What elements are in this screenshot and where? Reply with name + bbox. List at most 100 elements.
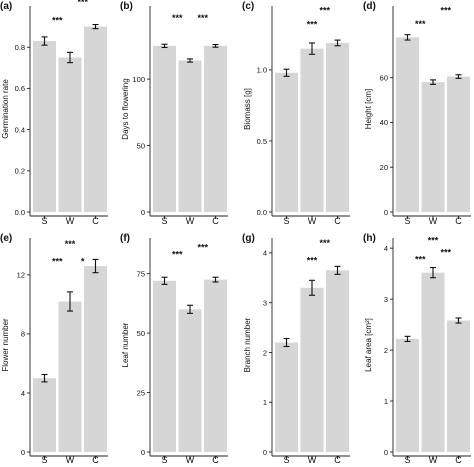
x-tick-label: S xyxy=(41,455,47,465)
y-tick-label: 1.0 xyxy=(257,66,267,75)
y-tick-label: 12 xyxy=(17,271,25,280)
x-tick-label: W xyxy=(429,216,438,226)
bar-C xyxy=(326,42,349,213)
bar-S xyxy=(33,41,56,212)
bar-C xyxy=(447,320,470,452)
y-tick-label: 50 xyxy=(137,141,145,150)
y-tick-label: 1 xyxy=(384,397,388,406)
significance-marker: *** xyxy=(319,238,330,248)
x-tick-label: W xyxy=(186,455,195,465)
significance-marker: *** xyxy=(415,19,426,29)
significance-marker: *** xyxy=(197,13,208,23)
significance-marker: *** xyxy=(319,5,330,15)
panel-label: (f) xyxy=(120,233,130,244)
panel-label: (d) xyxy=(363,1,376,12)
bar-C xyxy=(447,76,470,212)
x-tick-label: C xyxy=(92,455,99,465)
x-tick-label: W xyxy=(429,455,438,465)
bar-W xyxy=(58,301,82,452)
x-tick-label: S xyxy=(404,216,410,226)
bar-C xyxy=(84,266,107,452)
y-tick-label: 0 xyxy=(263,448,267,457)
bar-C xyxy=(204,45,227,212)
bar-C xyxy=(326,270,349,452)
bar-W xyxy=(300,287,324,452)
x-tick-label: C xyxy=(334,455,341,465)
x-tick-label: C xyxy=(212,455,219,465)
significance-marker: *** xyxy=(172,250,183,260)
bar-S xyxy=(275,342,298,452)
panel-label: (g) xyxy=(242,233,255,244)
x-tick-label: S xyxy=(161,455,167,465)
y-axis-label: Height [cm] xyxy=(364,89,373,129)
panel-c: (c) 0.0 0.5 1.0 S W C Biomass [g] ****** xyxy=(242,1,350,226)
bar-C xyxy=(204,279,227,452)
panel-g: (g) 0 1 2 3 4 S W C Branch number ****** xyxy=(242,233,350,465)
y-tick-label: 0 xyxy=(384,448,388,457)
y-tick-label: 0 xyxy=(141,448,145,457)
x-tick-label: W xyxy=(66,216,75,226)
y-tick-label: 1 xyxy=(263,398,267,407)
y-tick-label: 20 xyxy=(380,163,388,172)
significance-marker: *** xyxy=(440,5,451,15)
y-tick-label: 100 xyxy=(132,75,145,84)
x-tick-label: C xyxy=(212,216,219,226)
x-tick-label: C xyxy=(334,216,341,226)
significance-marker: *** xyxy=(172,13,183,23)
panel-d: (d) 0 20 40 60 S W C Height [cm] *** *** xyxy=(363,1,471,226)
bar-W xyxy=(421,82,445,212)
bar-W xyxy=(178,309,202,452)
x-tick-label: S xyxy=(404,455,410,465)
y-tick-label: 0.0 xyxy=(15,208,25,217)
y-axis-label: Branch number xyxy=(243,317,252,372)
bar-W xyxy=(178,60,202,212)
panel-b: (b) 0 50 100 S W C Days to flowering *** *** xyxy=(120,1,228,226)
y-axis-label: Leaf number xyxy=(121,322,130,367)
y-tick-label: 0.4 xyxy=(15,125,25,134)
significance-marker: * xyxy=(81,257,85,267)
y-tick-label: 25 xyxy=(137,388,145,397)
y-tick-label: 0 xyxy=(21,448,25,457)
significance-marker: *** xyxy=(428,236,439,246)
bar-S xyxy=(33,378,56,452)
x-tick-label: W xyxy=(308,216,317,226)
panel-label: (h) xyxy=(363,233,376,244)
y-tick-label: 0.2 xyxy=(15,167,25,176)
x-tick-label: C xyxy=(92,216,99,226)
significance-marker: *** xyxy=(440,247,451,257)
y-tick-label: 4 xyxy=(384,244,388,253)
y-tick-label: 2 xyxy=(263,348,267,357)
bar-S xyxy=(275,72,298,212)
x-tick-label: S xyxy=(161,216,167,226)
bar-S xyxy=(153,45,176,212)
panel-a: (a) 0.0 0.2 0.4 0.6 0.8 S W C Germination rate ***… xyxy=(0,0,108,226)
x-tick-label: W xyxy=(308,455,317,465)
significance-marker: *** xyxy=(307,255,318,265)
y-tick-label: 0 xyxy=(141,208,145,217)
panel-label: (c) xyxy=(242,1,254,12)
y-tick-label: 3 xyxy=(384,295,388,304)
bar-S xyxy=(153,280,176,452)
y-axis-label: Germination rate xyxy=(1,79,10,139)
bar-S xyxy=(396,37,419,212)
y-tick-label: 0.5 xyxy=(257,137,267,146)
y-tick-label: 0.8 xyxy=(15,43,25,52)
significance-marker: *** xyxy=(77,0,88,7)
y-tick-label: 4 xyxy=(21,389,25,398)
significance-marker: *** xyxy=(65,239,76,249)
bar-W xyxy=(58,57,82,212)
significance-marker: *** xyxy=(415,254,426,264)
y-tick-label: 75 xyxy=(137,269,145,278)
x-tick-label: C xyxy=(455,216,462,226)
bar-C xyxy=(84,26,107,212)
y-tick-label: 0 xyxy=(384,208,388,217)
significance-marker: *** xyxy=(307,19,318,29)
y-tick-label: 4 xyxy=(263,249,267,258)
y-tick-label: 0.6 xyxy=(15,84,25,93)
y-axis-label: Biomass [g] xyxy=(243,88,252,130)
significance-marker: *** xyxy=(52,257,63,267)
y-axis-label: Flower number xyxy=(1,318,10,372)
